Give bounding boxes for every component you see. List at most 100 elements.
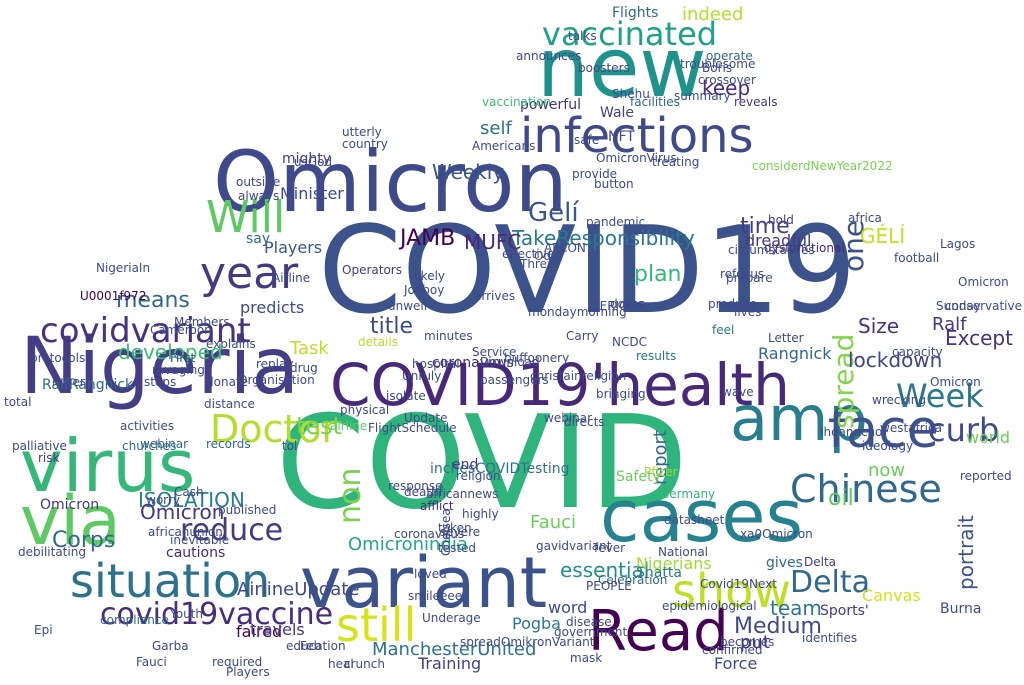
cloud-word-title: title [370,314,414,339]
cloud-word-compliance: compliance [100,613,169,627]
cloud-word-vaccinated: vaccinated [542,15,718,53]
cloud-word-players: Players [264,238,323,257]
cloud-word-inchescovidtesting: inchesCOVIDTesting [430,461,570,477]
cloud-word-developed: developed [118,340,223,364]
cloud-word-unwell: unwell [388,299,428,313]
cloud-word-jamb: JAMB [400,226,456,251]
cloud-word-arrives: arrives [474,289,516,303]
cloud-word-members: Members [174,315,230,329]
cloud-word-government: government [554,625,628,639]
cloud-word-africannews: africannews [426,487,499,501]
cloud-word-essential: essential [560,558,650,582]
cloud-word-covid19: COVID19 [318,202,857,341]
cloud-word-u0001f972: U0001f972 [80,289,147,303]
cloud-word-explains: explains [206,337,256,351]
cloud-word-medium: Medium [734,614,822,639]
cloud-word-summary: summary [674,89,731,103]
cloud-word-bringing: bringing [596,387,646,401]
cloud-word-unruly: Unruly [402,369,442,383]
cloud-word-via: via [20,482,121,561]
cloud-word-manchesterunited: ManchesterUnited [372,639,537,660]
cloud-word-total: total [4,395,32,409]
cloud-word-omicronindia: Omicronindia [348,534,468,555]
cloud-word-physical: physical [340,403,390,417]
cloud-word-weekly: Weekly [432,160,505,184]
cloud-word-celebration: Celebration [598,573,668,587]
cloud-word-cautions: cautions [166,545,226,561]
cloud-word-prepare: prepare [726,271,773,285]
cloud-word-organisation: Organisation [238,373,315,387]
cloud-word-football: football [894,251,940,265]
cloud-word-odoi: Odoi [534,249,562,263]
cloud-word-ideology: ideology [862,439,914,453]
cloud-word-powerful: powerful [520,97,581,113]
cloud-word-year: year [200,248,299,299]
cloud-word-reported: reported [960,469,1012,483]
cloud-word-deathf: deathf [404,485,443,499]
cloud-word-lockdown: lockdown [848,348,943,372]
cloud-word-directs: directs [564,415,605,429]
cloud-word-tol: tol [282,439,298,453]
cloud-word-ncdc: NCDC [612,335,647,349]
cloud-word-fauci: Fauci [136,655,167,669]
cloud-word-now: now [868,460,906,481]
cloud-word-pandemic: pandemic [586,215,646,229]
cloud-word-webinar: webinar [140,437,189,451]
cloud-word-ralfrangnick: RalfRangnick [42,377,134,393]
cloud-word-end: end [452,457,479,473]
cloud-word-outside: outside [236,175,281,189]
cloud-word-training: Training [418,654,482,673]
cloud-word-doctor: Doctor [210,407,338,451]
cloud-word-conservative: conservative [944,299,1022,313]
cloud-word-risk: risk [38,451,60,465]
cloud-word-operators: Operators [342,263,402,277]
cloud-word-coronavirus: coronavirus' [432,355,518,371]
cloud-word-time: time [740,214,790,239]
cloud-word-vaccination: vaccination [482,95,551,109]
cloud-word-facilities: facilities [630,95,680,109]
cloud-word-africanunion: africanunion [148,525,223,539]
cloud-word-cases: cases [600,474,804,558]
cloud-word-virus: virus [20,424,196,508]
cloud-word-datasheet: datasheet [664,513,725,527]
cloud-word-update: Update [404,411,448,425]
cloud-word-refocus: refocus [720,267,765,281]
cloud-word-delta: Delta [804,555,837,569]
cloud-word-airlineupdate: AirlineUpdate [237,579,360,600]
cloud-word-talks: talks [568,29,597,43]
cloud-word-matter: matter [724,299,765,313]
cloud-word-lagos: Lagos [940,237,976,251]
cloud-word-covid19-health: COVID19'health [330,351,790,419]
cloud-word-disease: disease [566,615,612,629]
cloud-word-cameroon: Cameroon [150,323,212,337]
cloud-word-amp: amp [730,382,868,455]
cloud-word-show: show [672,564,791,618]
cloud-word-heal: heal [328,657,354,671]
cloud-word-wrecking: wrecking [872,393,926,407]
cloud-word-carry: Carry [566,329,599,343]
cloud-word-team: team [770,596,822,620]
cloud-word-lower: lower [52,375,85,389]
cloud-word-isolate: isolate [386,389,426,403]
cloud-word-utterly: utterly [342,125,382,139]
cloud-word-afflict: afflict [420,499,454,513]
cloud-word-nft: NFT [608,129,635,145]
cloud-word-produce: produce [708,297,757,311]
cloud-word-burna: Burna [940,601,982,617]
cloud-word-records: records [206,437,251,451]
cloud-word-sunday: Sunday [936,299,981,313]
cloud-word-situation: situation [70,554,271,608]
cloud-word-coronavirus: coronavirus [394,527,465,541]
cloud-word-operate: operate [706,49,753,63]
cloud-word-religion: religion [456,469,501,483]
cloud-word-mondaymorning: mondaymorning [528,305,627,319]
cloud-word-button: button [594,177,634,191]
cloud-word-players: Players [226,665,270,679]
cloud-word-youth: Youth [170,607,203,621]
cloud-word-details: details [358,335,398,349]
cloud-word-dysfunctional: dysfunctional [764,241,845,255]
cloud-word-oil: oil [828,486,854,511]
cloud-word-effective: effective [502,247,555,261]
cloud-word-palliative: palliative [12,439,67,453]
cloud-word-boosters: boosters [578,61,630,75]
